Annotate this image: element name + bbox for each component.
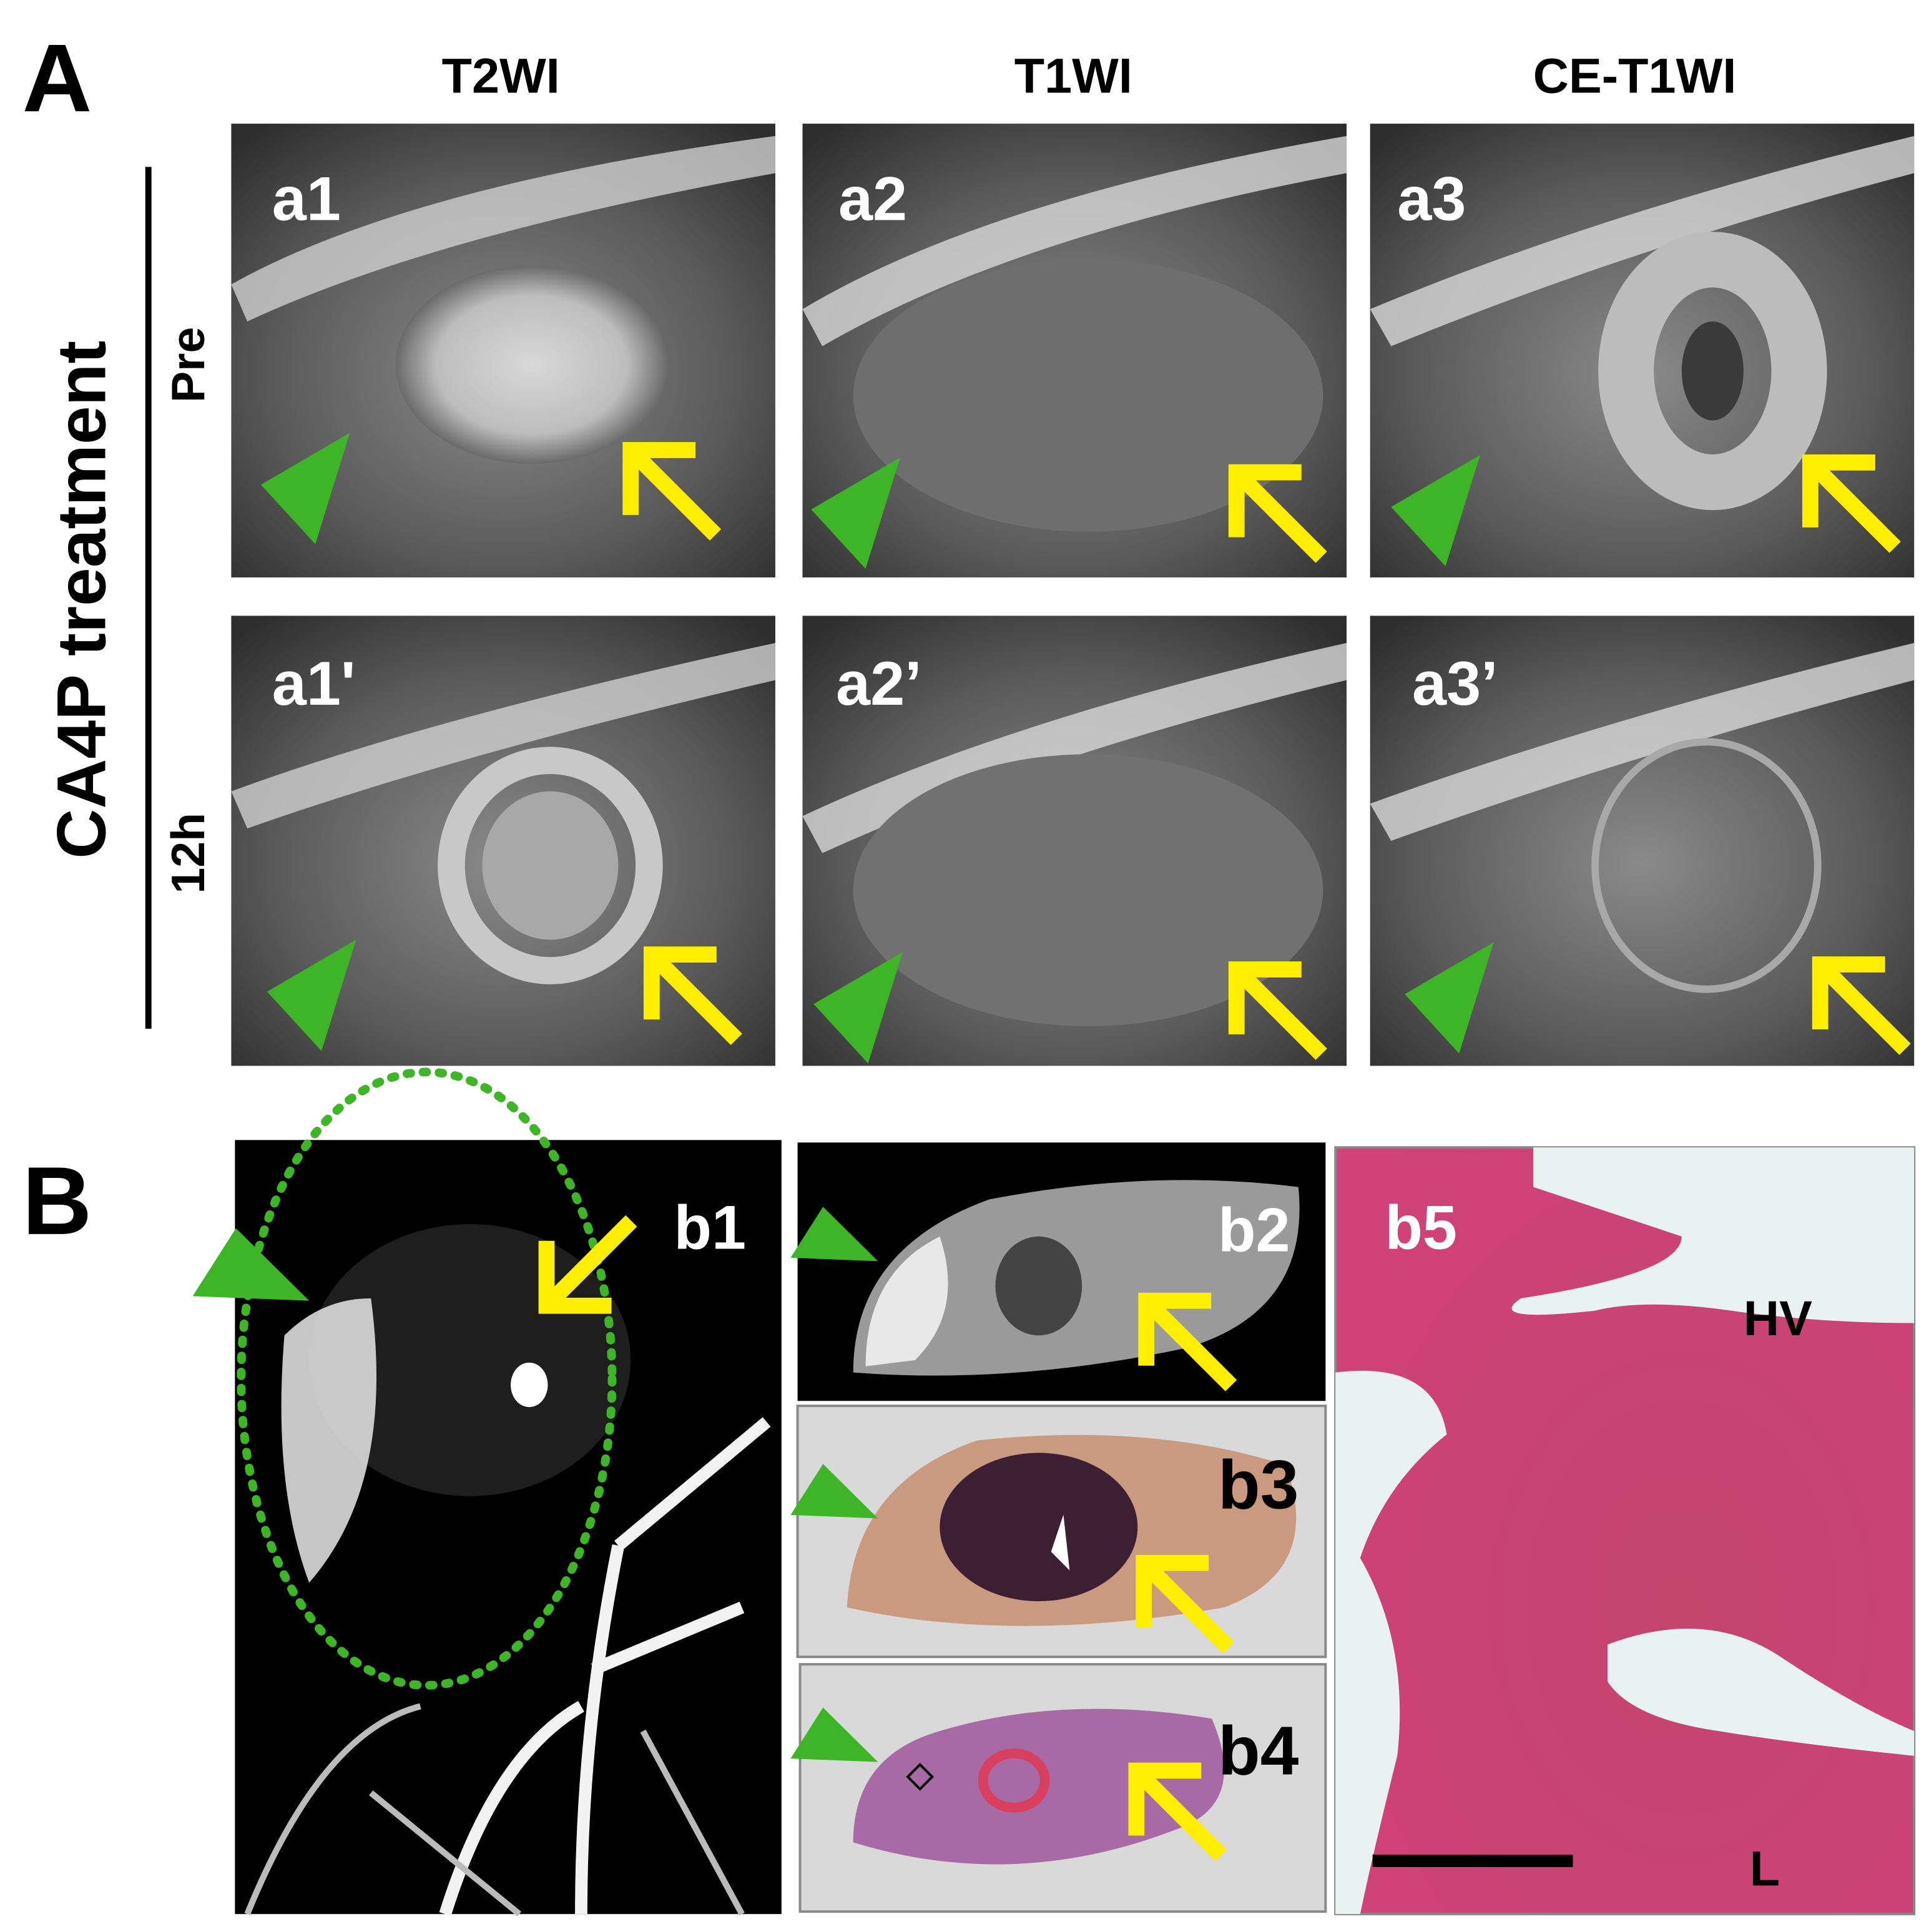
b1-image: b1: [179, 1067, 782, 1917]
column-header: T2WI: [442, 48, 560, 104]
annotation: L: [1750, 1841, 1780, 1896]
annotation: HV: [1744, 1290, 1812, 1346]
row-label: Pre: [162, 327, 214, 403]
image-label: a2’: [836, 649, 922, 718]
image-label: b3: [1218, 1446, 1298, 1524]
b3-image: b3: [780, 1405, 1327, 1659]
image-label: b5: [1385, 1193, 1457, 1262]
image-label: a1': [272, 649, 356, 718]
mri-grid: a1 a2 a3 a1' a2’ a3’: [231, 124, 1915, 1066]
image-label: b2: [1218, 1195, 1290, 1265]
panel-label: A: [22, 24, 92, 132]
column-header: T1WI: [1014, 48, 1132, 104]
image-label: a3’: [1412, 649, 1498, 718]
image-label: a1: [272, 164, 341, 233]
image-label: a3: [1397, 164, 1466, 233]
row-label: 12h: [162, 813, 214, 894]
image-label: b4: [1218, 1712, 1299, 1789]
b4-image: b4: [780, 1663, 1327, 1913]
panel-label: B: [22, 1147, 92, 1255]
side-label: CA4P treatment: [42, 341, 120, 859]
image-label: a2: [838, 164, 907, 233]
column-header: CE-T1WI: [1533, 48, 1737, 104]
b2-image: b2: [780, 1142, 1326, 1401]
b5-image: b5 HV L: [1334, 1146, 1916, 1916]
image-label: b1: [674, 1193, 747, 1262]
